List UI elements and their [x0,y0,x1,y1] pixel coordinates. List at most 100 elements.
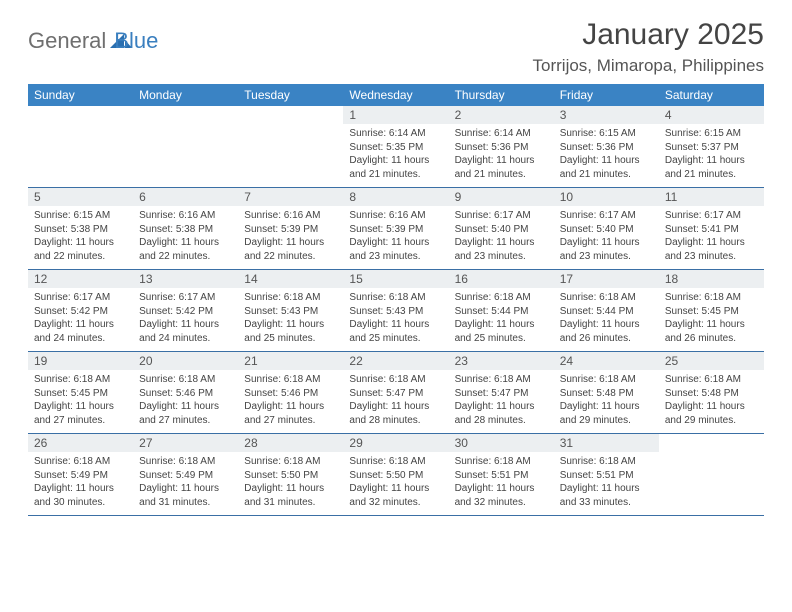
title-block: January 2025 Torrijos, Mimaropa, Philipp… [533,18,764,76]
day-details: Sunrise: 6:18 AMSunset: 5:45 PMDaylight:… [34,373,127,427]
sunset-line: Sunset: 5:48 PM [665,387,758,401]
sunset-line: Sunset: 5:44 PM [560,305,653,319]
day-details: Sunrise: 6:18 AMSunset: 5:44 PMDaylight:… [560,291,653,345]
daylight-line: Daylight: 11 hours and 22 minutes. [244,236,337,263]
daylight-line: Daylight: 11 hours and 21 minutes. [349,154,442,181]
sunrise-line: Sunrise: 6:18 AM [560,373,653,387]
daylight-line: Daylight: 11 hours and 29 minutes. [560,400,653,427]
daylight-line: Daylight: 11 hours and 25 minutes. [455,318,548,345]
daylight-line: Daylight: 11 hours and 25 minutes. [349,318,442,345]
day-number: 11 [659,188,764,206]
day-number: 20 [133,352,238,370]
day-cell: 14Sunrise: 6:18 AMSunset: 5:43 PMDayligh… [238,270,343,351]
sunset-line: Sunset: 5:50 PM [349,469,442,483]
sunset-line: Sunset: 5:38 PM [139,223,232,237]
day-details: Sunrise: 6:18 AMSunset: 5:47 PMDaylight:… [455,373,548,427]
day-cell: 12 Sunrise: 6:17 AMSunset: 5:42 PMDayligh… [28,270,133,351]
sunrise-line: Sunrise: 6:15 AM [560,127,653,141]
week-row: 5 Sunrise: 6:15 AMSunset: 5:38 PMDaylight… [28,188,764,270]
week-row: 12Sunrise: 6:17 AMSunset: 5:42 PMDayligh… [28,270,764,352]
month-title: January 2025 [533,18,764,52]
day-number: 2 [449,106,554,124]
day-cell: 23Sunrise: 6:18 AMSunset: 5:47 PMDayligh… [449,352,554,433]
day-number: 12 [28,270,133,288]
day-details: Sunrise: 6:17 AMSunset: 5:42 PMDaylight:… [139,291,232,345]
sunrise-line: Sunrise: 6:18 AM [34,373,127,387]
daylight-line: Daylight: 11 hours and 23 minutes. [665,236,758,263]
day-details: Sunrise: 6:18 AMSunset: 5:49 PMDaylight:… [34,455,127,509]
day-number: 3 [554,106,659,124]
sunset-line: Sunset: 5:40 PM [455,223,548,237]
day-details: Sunrise: 6:16 AMSunset: 5:38 PMDaylight:… [139,209,232,263]
sunset-line: Sunset: 5:50 PM [244,469,337,483]
sunrise-line: Sunrise: 6:16 AM [244,209,337,223]
weekday-header-row: SundayMondayTuesdayWednesdayThursdayFrid… [28,84,764,106]
sunset-line: Sunset: 5:46 PM [244,387,337,401]
daylight-line: Daylight: 11 hours and 25 minutes. [244,318,337,345]
day-details: Sunrise: 6:15 AMSunset: 5:37 PMDaylight:… [665,127,758,181]
day-cell: 28Sunrise: 6:18 AMSunset: 5:50 PMDayligh… [238,434,343,515]
sunset-line: Sunset: 5:42 PM [139,305,232,319]
sunset-line: Sunset: 5:36 PM [560,141,653,155]
sunrise-line: Sunrise: 6:16 AM [349,209,442,223]
day-number: 16 [449,270,554,288]
sunrise-line: Sunrise: 6:14 AM [349,127,442,141]
sunset-line: Sunset: 5:41 PM [665,223,758,237]
sunset-line: Sunset: 5:38 PM [34,223,127,237]
day-number: 31 [554,434,659,452]
day-number: 21 [238,352,343,370]
day-details: Sunrise: 6:18 AMSunset: 5:50 PMDaylight:… [244,455,337,509]
day-details: Sunrise: 6:18 AMSunset: 5:45 PMDaylight:… [665,291,758,345]
daylight-line: Daylight: 11 hours and 23 minutes. [349,236,442,263]
day-cell: 26Sunrise: 6:18 AMSunset: 5:49 PMDayligh… [28,434,133,515]
sunset-line: Sunset: 5:44 PM [455,305,548,319]
sunset-line: Sunset: 5:39 PM [349,223,442,237]
day-number: 13 [133,270,238,288]
day-cell: 6Sunrise: 6:16 AMSunset: 5:38 PMDaylight… [133,188,238,269]
day-cell: 20 Sunrise: 6:18 AMSunset: 5:46 PMDayligh… [133,352,238,433]
sunrise-line: Sunrise: 6:17 AM [139,291,232,305]
day-cell: 16Sunrise: 6:18 AMSunset: 5:44 PMDayligh… [449,270,554,351]
sunrise-line: Sunrise: 6:18 AM [455,373,548,387]
day-details: Sunrise: 6:17 AMSunset: 5:40 PMDaylight:… [560,209,653,263]
daylight-line: Daylight: 11 hours and 28 minutes. [455,400,548,427]
location-subtitle: Torrijos, Mimaropa, Philippines [533,56,764,76]
sunrise-line: Sunrise: 6:18 AM [139,455,232,469]
day-number: 5 [28,188,133,206]
daylight-line: Daylight: 11 hours and 28 minutes. [349,400,442,427]
calendar-body: 1Sunrise: 6:14 AMSunset: 5:35 PMDaylight… [28,106,764,516]
day-number: 22 [343,352,448,370]
day-details: Sunrise: 6:17 AMSunset: 5:42 PMDaylight:… [34,291,127,345]
sunset-line: Sunset: 5:37 PM [665,141,758,155]
day-number: 29 [343,434,448,452]
weekday-header-cell: Monday [133,84,238,106]
day-details: Sunrise: 6:18 AMSunset: 5:49 PMDaylight:… [139,455,232,509]
day-details: Sunrise: 6:18 AMSunset: 5:46 PMDaylight:… [139,373,232,427]
daylight-line: Daylight: 11 hours and 27 minutes. [244,400,337,427]
sunrise-line: Sunrise: 6:18 AM [349,373,442,387]
day-cell: 2 Sunrise: 6:14 AMSunset: 5:36 PMDaylight… [449,106,554,187]
daylight-line: Daylight: 11 hours and 31 minutes. [244,482,337,509]
week-row: 19 Sunrise: 6:18 AMSunset: 5:45 PMDayligh… [28,352,764,434]
day-number: 8 [343,188,448,206]
sunrise-line: Sunrise: 6:15 AM [665,127,758,141]
sunrise-line: Sunrise: 6:17 AM [34,291,127,305]
day-details: Sunrise: 6:18 AMSunset: 5:51 PMDaylight:… [560,455,653,509]
header: General Blue January 2025 Torrijos, Mima… [28,18,764,76]
day-details: Sunrise: 6:18 AMSunset: 5:47 PMDaylight:… [349,373,442,427]
day-cell: 4 Sunrise: 6:15 AMSunset: 5:37 PMDaylight… [659,106,764,187]
day-details: Sunrise: 6:17 AMSunset: 5:40 PMDaylight:… [455,209,548,263]
day-details: Sunrise: 6:15 AMSunset: 5:38 PMDaylight:… [34,209,127,263]
sunset-line: Sunset: 5:43 PM [349,305,442,319]
daylight-line: Daylight: 11 hours and 22 minutes. [34,236,127,263]
day-details: Sunrise: 6:15 AMSunset: 5:36 PMDaylight:… [560,127,653,181]
day-cell: 18Sunrise: 6:18 AMSunset: 5:45 PMDayligh… [659,270,764,351]
day-number: 4 [659,106,764,124]
day-cell: 19 Sunrise: 6:18 AMSunset: 5:45 PMDayligh… [28,352,133,433]
day-cell: 31 Sunrise: 6:18 AMSunset: 5:51 PMDayligh… [554,434,659,515]
day-number: 19 [28,352,133,370]
day-details: Sunrise: 6:14 AMSunset: 5:36 PMDaylight:… [455,127,548,181]
sunrise-line: Sunrise: 6:18 AM [455,455,548,469]
day-cell: 10Sunrise: 6:17 AMSunset: 5:40 PMDayligh… [554,188,659,269]
day-number: 14 [238,270,343,288]
